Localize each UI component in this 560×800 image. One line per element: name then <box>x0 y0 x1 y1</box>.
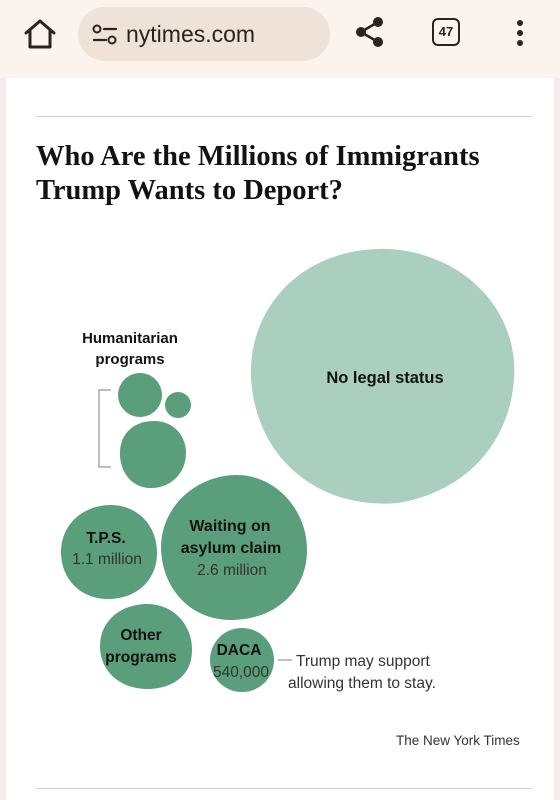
label-humanitarian-line1: Humanitarian <box>82 330 178 347</box>
label-other-line1: Other <box>120 627 161 644</box>
browser-toolbar: nytimes.com 47 <box>0 0 560 78</box>
tabs-icon[interactable]: 47 <box>432 18 460 46</box>
bubble-humanitarian-b <box>165 392 191 418</box>
more-vert-icon[interactable] <box>506 16 534 52</box>
bubble-no-legal-status <box>250 248 515 504</box>
page-title: Who Are the Millions of Immigrants Trump… <box>36 141 480 206</box>
source-credit: The New York Times <box>396 733 520 748</box>
daca-note-line2: allowing them to stay. <box>288 675 436 692</box>
bubble-humanitarian-a <box>118 373 162 417</box>
bubble-other-programs <box>100 604 192 689</box>
label-asylum-line2: asylum claim <box>181 540 282 557</box>
home-icon[interactable] <box>22 16 58 52</box>
daca-note-line1: Trump may support <box>296 653 430 670</box>
address-bar[interactable]: nytimes.com <box>78 7 330 61</box>
label-asylum-line1: Waiting on <box>189 518 270 535</box>
bubble-humanitarian-c <box>119 421 186 488</box>
tab-count: 47 <box>438 24 454 39</box>
label-no-legal-status: No legal status <box>326 369 443 387</box>
value-asylum: 2.6 million <box>197 562 267 579</box>
site-settings-icon[interactable] <box>92 24 118 46</box>
label-daca: DACA <box>217 642 262 659</box>
value-daca: 540,000 <box>213 664 269 681</box>
humanitarian-bracket <box>98 389 111 468</box>
share-icon[interactable] <box>352 14 388 50</box>
bubble-asylum <box>161 474 308 620</box>
url-text: nytimes.com <box>126 21 256 47</box>
top-divider <box>36 116 532 117</box>
label-tps: T.P.S. <box>86 530 125 547</box>
label-humanitarian-line2: programs <box>95 351 164 368</box>
article-page: Who Are the Millions of Immigrants Trump… <box>6 78 554 800</box>
bottom-divider <box>36 788 532 789</box>
immigrant-bubble-graphic: No legal status Humanitarian programs T.… <box>61 248 515 692</box>
bubble-daca <box>210 628 274 692</box>
value-tps: 1.1 million <box>72 551 142 568</box>
label-other-line2: programs <box>105 649 177 666</box>
bubble-tps <box>61 504 158 600</box>
